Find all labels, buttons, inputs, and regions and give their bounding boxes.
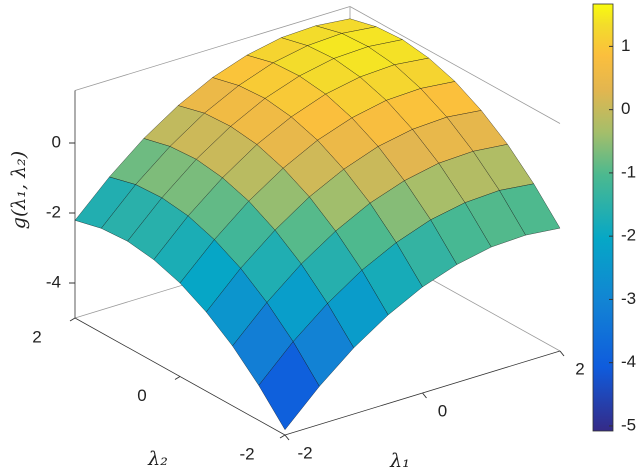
x-tick-label: 0 (438, 401, 447, 420)
x-tick-label: -2 (297, 443, 312, 462)
x-axis-label: λ₁ (389, 450, 410, 472)
colorbar-tick-label: -5 (621, 415, 636, 434)
surface (74, 18, 561, 431)
x-tick (422, 392, 427, 399)
y-tick-label: -2 (239, 444, 254, 463)
annotations: -2 0 2 -2 0 2 -4 -2 0 -5 -4 -3 -2 -1 0 1 (32, 3, 636, 463)
pane-edge (74, 6, 351, 91)
y-tick (174, 376, 181, 380)
x-tick-label: 2 (575, 359, 584, 378)
surface-cell (258, 341, 320, 431)
y-tick (69, 317, 76, 322)
y-tick-label: 0 (137, 386, 146, 405)
colorbar-tick-label: 1 (621, 36, 630, 55)
colorbar-tick-label: -4 (621, 352, 636, 371)
colorbar (592, 3, 614, 432)
colorbar-tick-label: -1 (621, 162, 636, 181)
colorbar-tick-label: -2 (621, 226, 636, 245)
z-axis-label: g(λ₁, λ₂) (8, 151, 30, 229)
y-tick (279, 434, 286, 439)
x-tick (559, 350, 565, 357)
z-tick-label: 0 (52, 132, 61, 151)
z-tick-label: -4 (46, 272, 61, 291)
z-tick-label: -2 (46, 202, 61, 221)
y-axis-label: λ₂ (147, 448, 168, 470)
x-tick (284, 434, 290, 441)
pane-edge (349, 6, 561, 124)
colorbar-tick-label: -3 (621, 289, 636, 308)
y-tick-label: 2 (32, 327, 41, 346)
colorbar-tick-label: 0 (621, 99, 630, 118)
